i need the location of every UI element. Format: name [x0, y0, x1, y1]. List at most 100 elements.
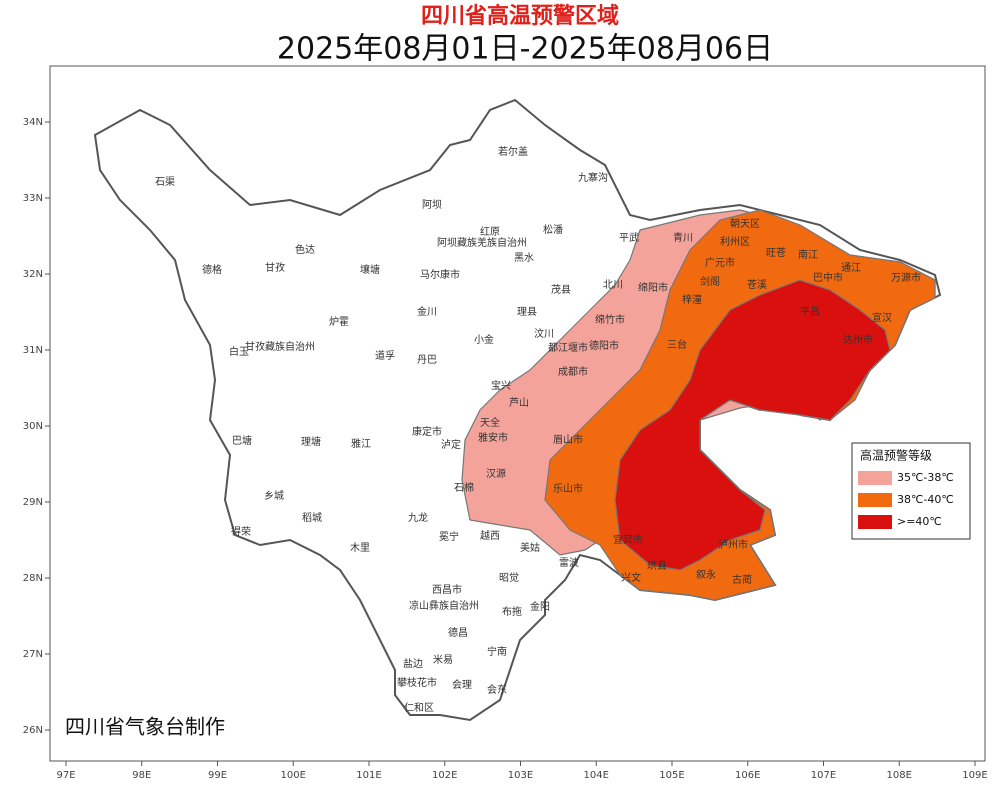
place-label: 美姑: [520, 541, 540, 554]
place-label: 旺苍: [766, 246, 786, 259]
place-label: 芦山: [509, 397, 529, 409]
place-label: 都江堰市: [548, 341, 588, 354]
y-tick-label: 33N: [23, 193, 43, 204]
y-tick-label: 26N: [23, 725, 43, 736]
place-label: 宣汉: [872, 311, 892, 324]
place-label: 白玉: [229, 345, 249, 358]
x-tick-label: 104E: [584, 770, 609, 781]
place-label: 甘孜藏族自治州: [245, 340, 315, 353]
place-label: 壤塘: [360, 263, 380, 276]
place-label: 甘孜: [265, 261, 285, 274]
place-label: 成都市: [558, 365, 588, 378]
place-label: 道孚: [375, 349, 395, 362]
place-label: 乐山市: [553, 482, 583, 495]
y-tick-label: 29N: [23, 497, 43, 508]
x-tick-label: 107E: [811, 770, 836, 781]
place-label: 冕宁: [439, 530, 459, 543]
x-tick-label: 99E: [208, 770, 227, 781]
place-label: 达州市: [843, 333, 873, 346]
place-label: 布拖: [502, 605, 522, 618]
place-label: 稻城: [302, 512, 322, 524]
place-label: 泸州市: [718, 538, 748, 551]
place-label: 雅安市: [478, 431, 508, 444]
place-label: 雷波: [559, 556, 579, 569]
x-tick-label: 103E: [508, 770, 533, 781]
warning-region: [614, 279, 891, 571]
y-tick-label: 32N: [23, 269, 43, 280]
legend-title: 高温预警等级: [860, 448, 932, 463]
place-label: 木里: [350, 542, 370, 554]
place-label: 雅江: [351, 437, 371, 450]
place-label: 小金: [474, 333, 494, 346]
place-label: 万源市: [891, 271, 921, 284]
place-label: 茂县: [551, 283, 571, 296]
place-label: 阿坝: [422, 199, 442, 211]
place-label: 黑水: [514, 252, 534, 264]
place-label: 金阳: [530, 600, 550, 613]
y-tick-label: 34N: [23, 117, 43, 128]
x-tick-label: 100E: [281, 770, 306, 781]
place-label: 德格: [202, 263, 222, 276]
y-tick-label: 31N: [23, 345, 43, 356]
place-label: 凉山彝族自治州: [409, 599, 479, 612]
x-tick-label: 97E: [56, 770, 75, 781]
legend-swatch: [858, 493, 892, 507]
place-label: 德昌: [448, 626, 468, 639]
place-label: 宁南: [487, 645, 507, 658]
subtitle: 2025年08月01日-2025年08月06日: [277, 32, 773, 67]
place-label: 平武: [619, 231, 639, 244]
place-label: 色达: [295, 243, 315, 256]
place-label: 米易: [433, 653, 453, 666]
place-label: 得荣: [231, 526, 251, 538]
place-label: 梓潼: [682, 293, 702, 306]
y-tick-label: 30N: [23, 421, 43, 432]
place-label: 汶川: [534, 327, 554, 340]
place-label: 汉源: [486, 467, 506, 480]
place-label: 青川: [673, 231, 693, 244]
legend-swatch: [858, 471, 892, 485]
place-label: 阿坝藏族羌族自治州: [437, 236, 527, 249]
place-label: 德阳市: [589, 339, 619, 352]
place-label: 眉山市: [553, 433, 583, 446]
place-label: 红原: [480, 225, 500, 238]
x-tick-label: 105E: [659, 770, 684, 781]
map-frame: [49, 65, 986, 762]
legend-label: >=40℃: [897, 515, 942, 528]
place-label: 南江: [798, 248, 818, 261]
place-label: 广元市: [705, 256, 735, 269]
place-label: 宜宾市: [613, 533, 643, 546]
place-label: 会理: [452, 678, 472, 691]
place-label: 天全: [480, 416, 500, 429]
place-label: 珙县: [647, 560, 667, 572]
place-label: 宝兴: [491, 379, 511, 392]
legend-label: 38℃-40℃: [897, 493, 954, 506]
place-label: 九寨沟: [578, 171, 608, 184]
place-label: 通江: [841, 262, 861, 274]
y-tick-label: 28N: [23, 573, 43, 584]
place-label: 九龙: [408, 511, 428, 524]
place-label: 乡城: [264, 490, 284, 502]
x-tick-label: 98E: [132, 770, 151, 781]
x-tick-label: 108E: [887, 770, 912, 781]
place-label: 西昌市: [432, 583, 462, 596]
place-label: 叙永: [696, 568, 716, 581]
place-label: 昭觉: [499, 572, 519, 584]
x-tick-label: 106E: [735, 770, 760, 781]
place-label: 朝天区: [730, 218, 760, 230]
place-label: 巴中市: [813, 271, 843, 284]
place-label: 平昌: [800, 306, 820, 318]
place-label: 丹巴: [417, 354, 437, 366]
place-label: 北川: [603, 279, 623, 291]
place-label: 利州区: [720, 236, 750, 248]
place-label: 泸定: [441, 438, 461, 451]
place-label: 古蔺: [732, 573, 752, 586]
place-label: 石棉: [454, 481, 474, 494]
place-label: 松潘: [543, 223, 563, 236]
title: 四川省高温预警区域: [421, 3, 619, 29]
place-label: 仁和区: [404, 702, 434, 714]
place-label: 绵竹市: [595, 313, 625, 326]
x-tick-label: 109E: [962, 770, 987, 781]
place-label: 剑阁: [700, 275, 720, 288]
